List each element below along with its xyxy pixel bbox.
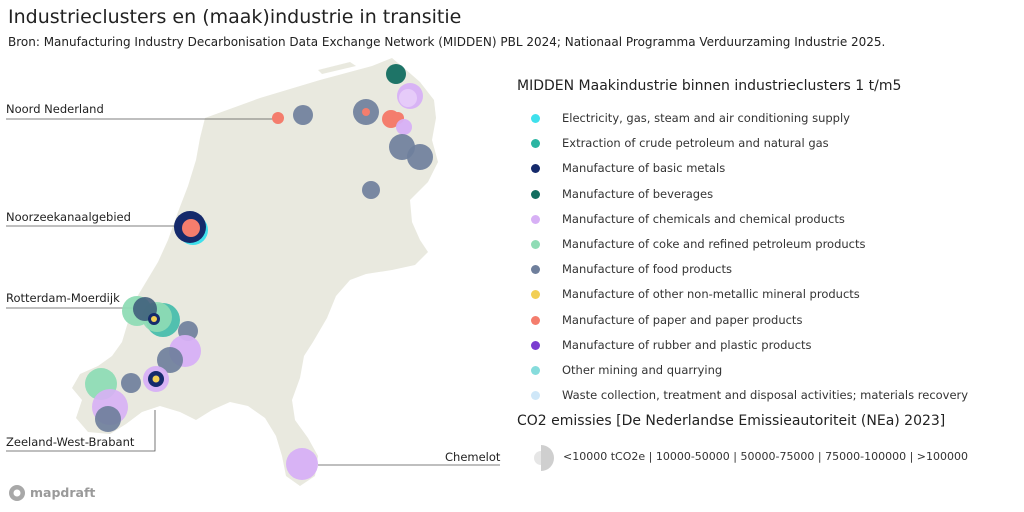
cluster-label-noord-nederland: Noord Nederland [6,102,104,116]
brand-name: mapdraft [30,485,96,500]
legend-swatch [531,265,540,275]
legend-label: Manufacture of basic metals [562,161,726,176]
facility-marker[interactable] [272,112,284,124]
facility-marker[interactable] [157,347,183,373]
legend-swatch [531,139,540,149]
cluster-label-chemelot: Chemelot [445,450,501,464]
legend-label: Manufacture of coke and refined petroleu… [562,237,866,251]
legend-swatch [531,315,540,325]
size-legend-ranges: <10000 tCO2e | 10000-50000 | 50000-75000… [563,450,968,463]
legend-label: Manufacture of rubber and plastic produc… [562,337,812,352]
cluster-label-rotterdam-moerdijk: Rotterdam-Moerdijk [6,291,120,305]
facility-marker[interactable] [386,64,406,84]
map-subtitle: Bron: Manufacturing Industry Decarbonisa… [8,35,886,49]
facility-marker[interactable] [152,375,160,383]
legend-label: Manufacture of chemicals and chemical pr… [562,211,845,226]
facility-marker[interactable] [182,219,200,237]
facility-marker[interactable] [362,108,370,116]
facility-marker[interactable] [396,119,412,135]
facility-marker[interactable] [399,89,417,107]
legend-swatch [531,340,540,350]
facility-marker[interactable] [95,406,121,432]
legend: MIDDEN Maakindustrie binnen industrieclu… [517,78,1017,402]
zeeland-west-brabant-leader-line [6,410,156,452]
legend-swatch [531,391,540,401]
legend-swatch [531,189,540,199]
map-title: Industrieclusters en (maak)industrie in … [8,6,462,28]
legend-label: Electricity, gas, steam and air conditio… [562,111,850,125]
facility-marker[interactable] [362,181,380,199]
legend-label: Extraction of crude petroleum and natura… [562,136,829,151]
half-circle-size-icon [534,445,554,471]
legend-swatch [531,366,540,375]
legend-swatch [531,290,540,300]
legend-label: Waste collection, treatment and disposal… [562,388,969,403]
legend-label: Manufacture of paper and paper products [562,312,803,327]
size-legend-title: CO2 emissies [De Nederlandse Emissieauto… [517,413,946,429]
cluster-label-noordzeekanaalgebied: Noorzeekanaalgebied [6,210,131,224]
facility-marker[interactable] [293,105,313,125]
cluster-label-zeeland-west-brabant: Zeeland-West-Brabant [6,435,135,449]
facility-marker[interactable] [121,373,141,393]
legend-swatch [531,240,540,249]
legend-swatch [531,214,540,224]
wadden-island [318,62,356,74]
legend-label: Manufacture of other non-metallic minera… [562,287,860,302]
legend-swatch [531,164,540,174]
facility-marker[interactable] [407,144,433,170]
legend-title: MIDDEN Maakindustrie binnen industrieclu… [517,78,902,94]
facility-marker[interactable] [151,316,157,322]
legend-swatch [531,114,540,123]
legend-label: Other mining and quarrying [562,363,723,377]
legend-label: Manufacture of food products [562,262,733,277]
legend-label: Manufacture of beverages [562,186,714,201]
facility-marker[interactable] [286,448,318,480]
mapdraft-icon [9,485,25,501]
